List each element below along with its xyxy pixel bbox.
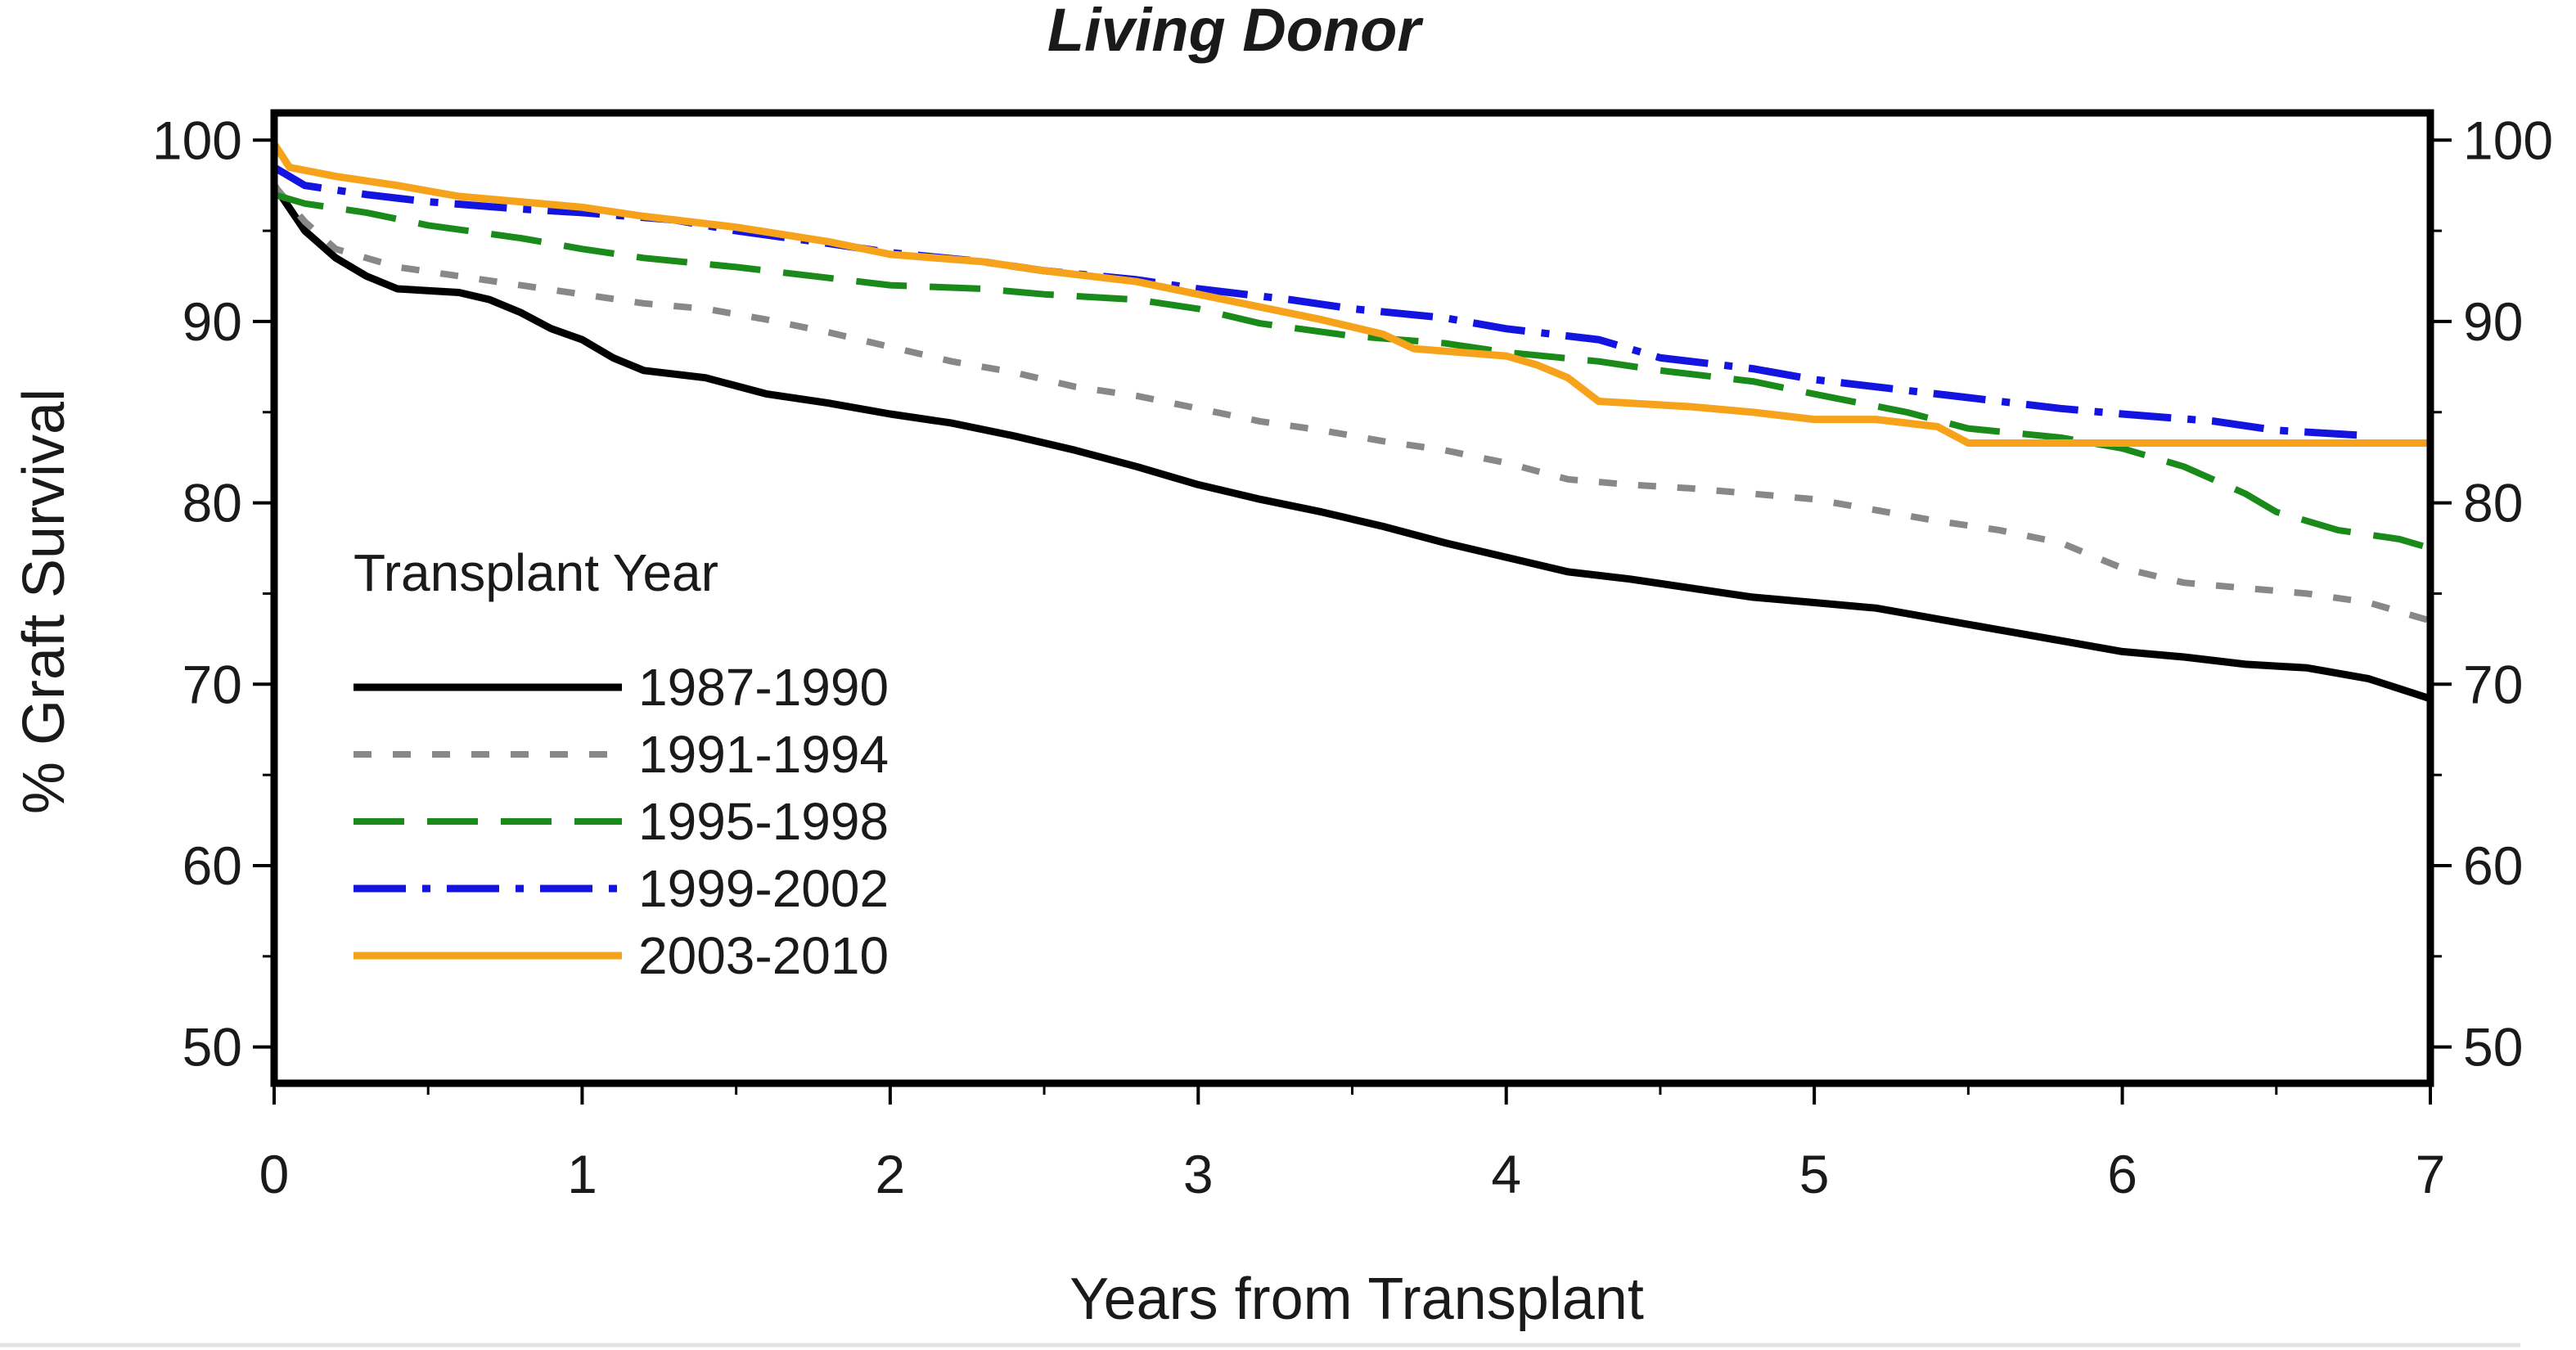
y-tick-label-right-70: 70	[2463, 654, 2523, 714]
y-tick-label-left-50: 50	[182, 1017, 242, 1078]
y-tick-label-right-90: 90	[2463, 291, 2523, 352]
series-line-1987-1990	[271, 183, 2432, 703]
y-tick-label-right-100: 100	[2463, 110, 2553, 170]
y-tick-label-left-100: 100	[152, 110, 242, 170]
series-line-2003-2010	[271, 142, 2430, 447]
y-axis-label: % Graft Survival	[11, 389, 77, 814]
series-layer	[271, 142, 2432, 703]
y-tick-label-left-60: 60	[182, 835, 242, 896]
x-tick-label-6: 6	[2107, 1144, 2137, 1204]
y-tick-label-left-80: 80	[182, 473, 242, 533]
y-tick-label-right-80: 80	[2463, 473, 2523, 533]
x-tick-label-4: 4	[1491, 1144, 1521, 1204]
y-tick-label-left-70: 70	[182, 654, 242, 714]
x-tick-label-3: 3	[1183, 1144, 1214, 1204]
y-tick-label-right-60: 60	[2463, 835, 2523, 896]
legend-label-1999-2002: 1999-2002	[638, 859, 889, 918]
x-tick-label-5: 5	[1799, 1144, 1830, 1204]
legend-label-1987-1990: 1987-1990	[638, 658, 889, 717]
y-tick-label-right-50: 50	[2463, 1017, 2523, 1078]
tick-layer: 0 1 2 3 4 5 6 7 50 50 60 60 70 70 80 80 90 90 100 100	[152, 110, 2553, 1204]
x-tick-label-7: 7	[2416, 1144, 2446, 1204]
x-axis-label: Years from Transplant	[1070, 1267, 1644, 1332]
legend: Transplant Year 1987-1990 1991-1994 1995-1…	[354, 543, 889, 985]
series-line-1999-2002	[272, 164, 2369, 440]
x-tick-label-1: 1	[567, 1144, 597, 1204]
x-tick-label-2: 2	[875, 1144, 905, 1204]
y-tick-label-left-90: 90	[182, 291, 242, 352]
legend-label-1991-1994: 1991-1994	[638, 725, 889, 784]
chart-title: Living Donor	[1047, 0, 1424, 64]
legend-label-1995-1998: 1995-1998	[638, 792, 889, 851]
legend-title: Transplant Year	[354, 543, 718, 602]
series-line-1995-1998	[272, 191, 2432, 551]
x-tick-label-0: 0	[259, 1144, 290, 1204]
legend-label-2003-2010: 2003-2010	[638, 926, 889, 985]
